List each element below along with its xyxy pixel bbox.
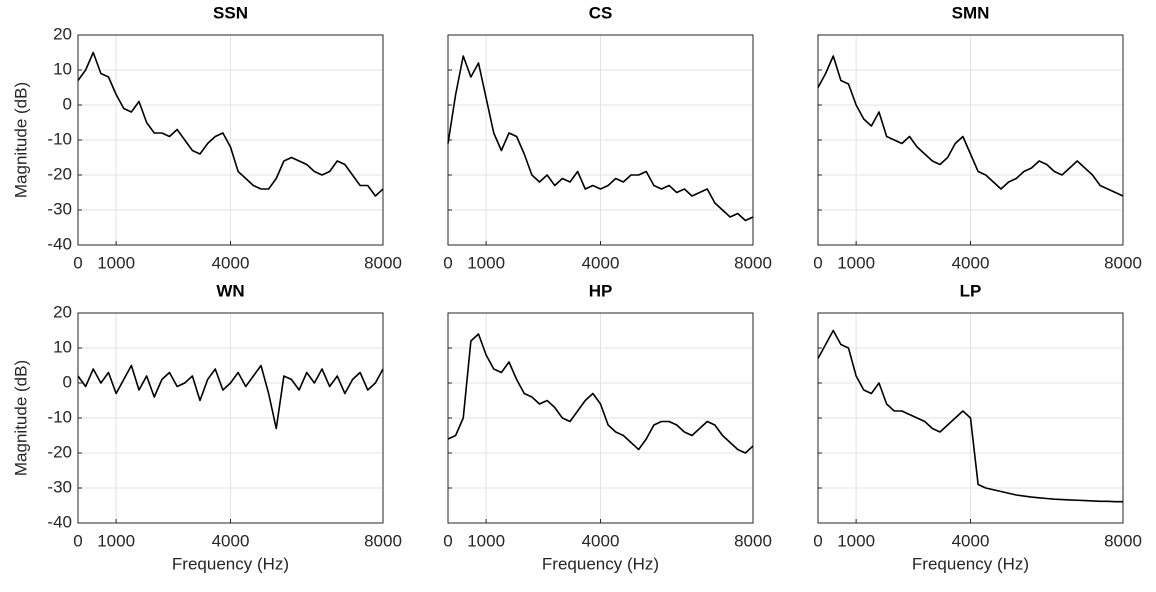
- x-tick-label: 8000: [734, 253, 772, 272]
- x-tick-label: 1000: [837, 253, 875, 272]
- x-tick-label: 8000: [1104, 253, 1142, 272]
- plot-frame: [77, 312, 384, 524]
- y-axis-label: Magnitude (dB): [11, 82, 30, 198]
- x-axis-label: Frequency (Hz): [172, 554, 289, 573]
- subplot: -40 -30 -20 -10 0 10 20 0 1000 4000 8000 SSN Magnitu…: [11, 3, 401, 272]
- x-tick-label: 8000: [364, 531, 402, 550]
- subplot: 0 1000 4000 8000 LP Frequency (Hz): [813, 281, 1142, 573]
- spectrum-line: [77, 51, 384, 197]
- y-tick-label: -30: [47, 199, 72, 218]
- subplot: 0 1000 4000 8000 CS: [443, 3, 772, 272]
- y-tick-label: 0: [63, 94, 72, 113]
- y-tick-label: -30: [47, 477, 72, 496]
- x-tick-label: 4000: [212, 253, 250, 272]
- subplot: 0 1000 4000 8000 SMN: [813, 3, 1142, 272]
- x-tick-label: 0: [73, 253, 82, 272]
- spectrum-line: [447, 333, 754, 454]
- y-axis-label: Magnitude (dB): [11, 360, 30, 476]
- x-tick-label: 4000: [212, 531, 250, 550]
- subplot-title: HP: [589, 281, 613, 300]
- spectrum-line: [817, 329, 1123, 503]
- x-tick-label: 0: [73, 531, 82, 550]
- plot-frame: [817, 34, 1124, 246]
- x-tick-label: 8000: [734, 531, 772, 550]
- y-tick-label: 10: [53, 337, 72, 356]
- y-tick-label: -40: [47, 234, 72, 253]
- subplot-title: LP: [960, 281, 982, 300]
- x-axis-label: Frequency (Hz): [912, 554, 1029, 573]
- spectrum-line: [77, 364, 384, 430]
- x-tick-label: 1000: [97, 253, 135, 272]
- y-tick-label: 20: [53, 302, 72, 321]
- x-tick-label: 1000: [97, 531, 135, 550]
- subplot: 0 1000 4000 8000 HP Frequency (Hz): [443, 281, 772, 573]
- plot-frame: [77, 34, 384, 246]
- x-tick-label: 4000: [582, 253, 620, 272]
- y-tick-label: -20: [47, 164, 72, 183]
- x-tick-label: 0: [443, 253, 452, 272]
- subplot-title: WN: [216, 281, 244, 300]
- subplot: -40 -30 -20 -10 0 10 20 0 1000 4000 8000 WN Magnitud…: [11, 281, 401, 573]
- spectrum-line: [817, 55, 1124, 197]
- y-tick-label: -10: [47, 407, 72, 426]
- y-tick-label: 20: [53, 24, 72, 43]
- x-tick-label: 1000: [467, 253, 505, 272]
- x-tick-label: 4000: [952, 531, 990, 550]
- subplot-title: SMN: [952, 3, 990, 22]
- x-tick-label: 0: [813, 531, 822, 550]
- subplot-title: CS: [589, 3, 613, 22]
- y-tick-label: -20: [47, 442, 72, 461]
- x-tick-label: 0: [443, 531, 452, 550]
- plot-frame: [817, 312, 1124, 524]
- x-tick-label: 4000: [952, 253, 990, 272]
- x-tick-label: 8000: [364, 253, 402, 272]
- plot-frame: [447, 312, 754, 524]
- x-tick-label: 0: [813, 253, 822, 272]
- y-tick-label: -40: [47, 512, 72, 531]
- x-tick-label: 8000: [1104, 531, 1142, 550]
- y-tick-label: -10: [47, 129, 72, 148]
- y-tick-label: 0: [63, 372, 72, 391]
- x-axis-label: Frequency (Hz): [542, 554, 659, 573]
- subplot-title: SSN: [213, 3, 248, 22]
- y-tick-label: 10: [53, 59, 72, 78]
- x-tick-label: 1000: [467, 531, 505, 550]
- x-tick-label: 1000: [837, 531, 875, 550]
- spectrum-line: [447, 55, 754, 222]
- x-tick-label: 4000: [582, 531, 620, 550]
